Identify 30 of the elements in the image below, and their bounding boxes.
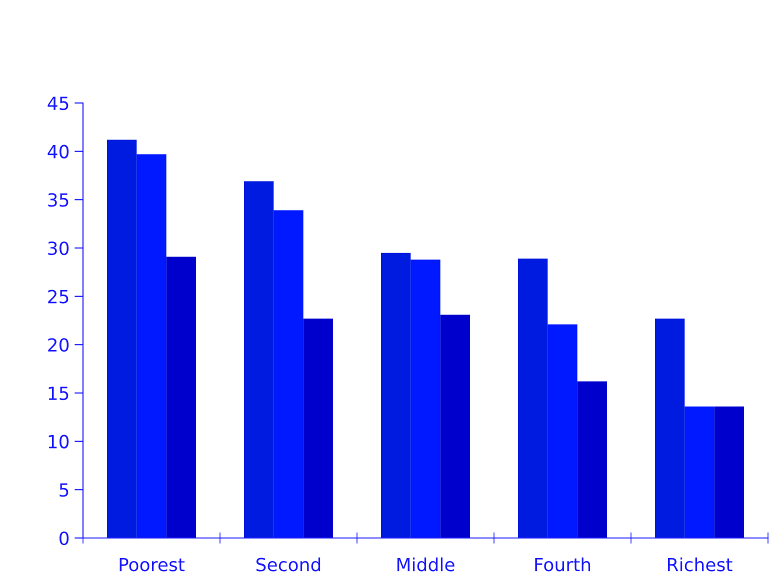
y-tick-label: 35 <box>48 193 68 207</box>
y-tick-label: 0 <box>60 531 69 546</box>
bar <box>244 181 274 538</box>
bar <box>410 260 440 538</box>
y-tick-label: 45 <box>48 96 68 110</box>
x-tick-label: Second <box>256 557 320 572</box>
bar <box>136 154 166 538</box>
bar <box>577 381 608 538</box>
bar <box>654 318 685 538</box>
bar <box>303 318 334 538</box>
bar <box>106 140 137 538</box>
bar <box>518 258 548 538</box>
x-tick-label: Middle <box>397 557 454 572</box>
y-tick-label: 15 <box>48 386 68 400</box>
bar <box>166 256 196 538</box>
y-tick-label: 20 <box>48 338 69 352</box>
bar <box>684 406 714 538</box>
bar <box>440 314 470 538</box>
x-tick-label: Richest <box>668 557 732 572</box>
y-tick-label: 10 <box>48 434 69 448</box>
y-tick-label: 30 <box>48 241 69 256</box>
y-tick-label: 25 <box>48 290 68 304</box>
x-tick-label: Poorest <box>120 558 185 572</box>
y-tick-label: 5 <box>60 483 68 497</box>
x-tick-label: Fourth <box>535 557 590 572</box>
bar <box>380 252 411 538</box>
bar <box>274 210 304 538</box>
y-tick-label: 40 <box>48 144 69 158</box>
bar <box>548 324 578 538</box>
bar <box>714 406 744 538</box>
